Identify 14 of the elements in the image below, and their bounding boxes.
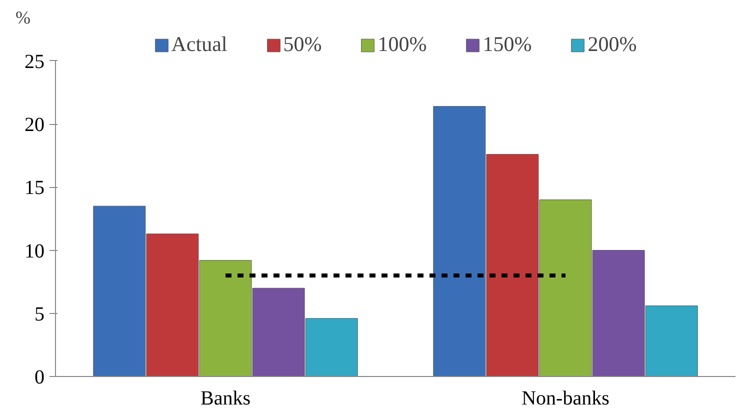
legend-label: 150% [482, 32, 532, 57]
legend-label: 200% [588, 32, 637, 57]
y-tick-label: 5 [34, 303, 44, 326]
y-tick-label: 0 [34, 366, 44, 388]
y-tick-label: 15 [24, 177, 44, 200]
x-tick-label: Non-banks [522, 388, 610, 410]
y-axis-title: % [16, 8, 30, 28]
y-tick-label: 10 [24, 240, 44, 262]
legend-label: Actual [171, 32, 228, 57]
y-tick-label: 25 [24, 50, 44, 73]
x-tick-label: Banks [200, 388, 251, 410]
y-tick-label: 20 [24, 114, 44, 136]
legend-label: 50% [283, 32, 322, 57]
legend-label: 100% [378, 32, 427, 57]
